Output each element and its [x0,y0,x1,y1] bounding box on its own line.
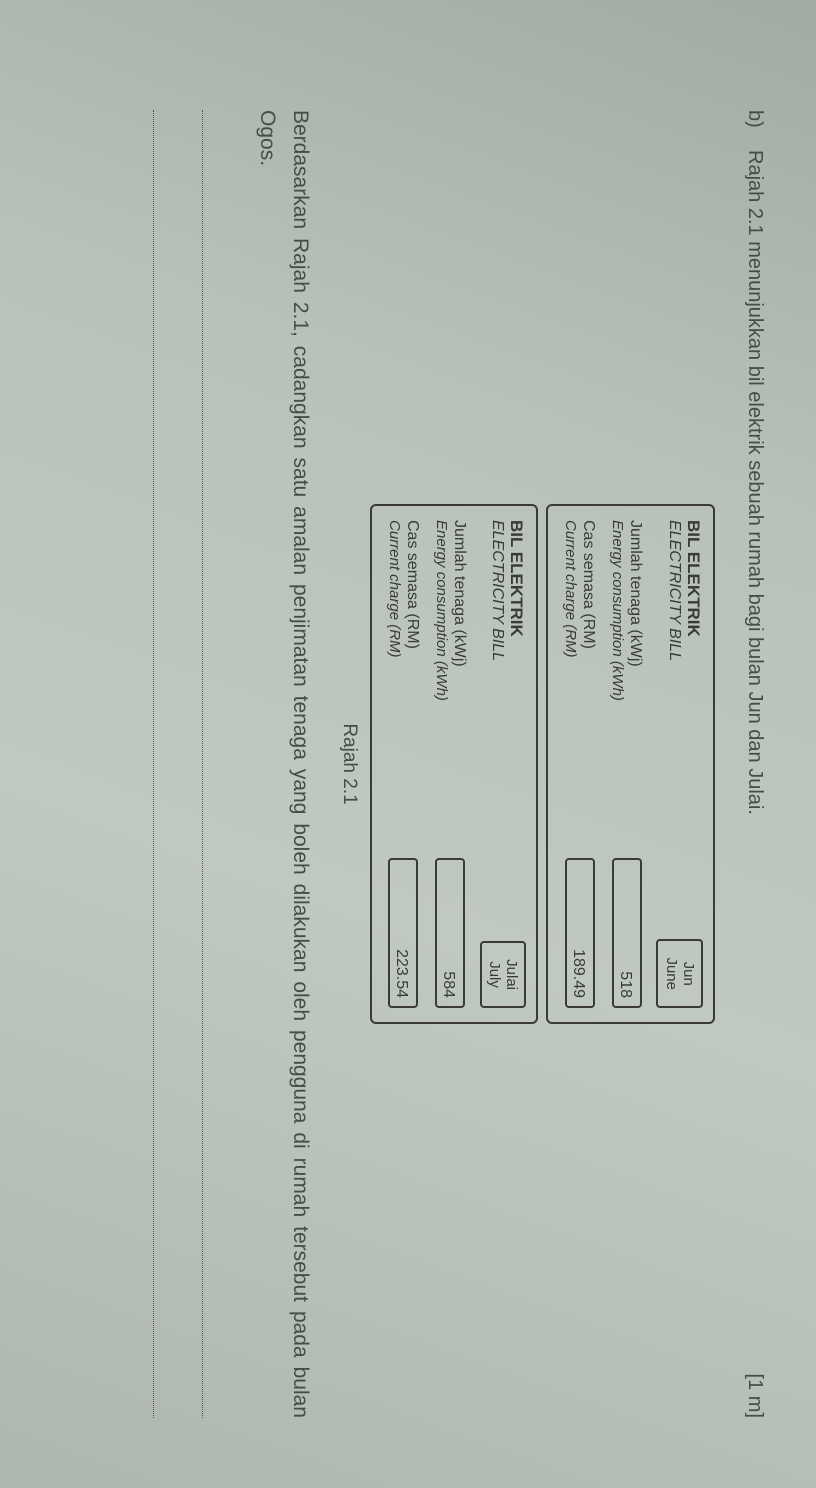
bill-row-energy: Jumlah tenaga (kWj) Energy consumption (… [433,520,468,1008]
answer-line [153,110,184,1418]
mark-allocation: [1 m] [743,1374,766,1418]
row-label-en: Energy consumption (kWh) [610,520,627,701]
month-box: Jun June [657,939,704,1008]
bill-title-ms: BIL ELEKTRIK [507,520,527,661]
answer-line [202,110,233,1418]
question-label: b) [744,110,766,128]
value-box-charge: 189.49 [565,858,595,1008]
month-en: July [486,959,503,990]
row-label-en: Current charge (RM) [386,520,403,658]
row-label-ms: Jumlah tenaga (kWj) [627,520,645,701]
question-text: Rajah 2.1 menunjukkan bil elektrik sebua… [744,150,766,815]
month-en: June [663,957,680,990]
question-left: b) Rajah 2.1 menunjukkan bil elektrik se… [743,110,766,815]
row-label-en: Current charge (RM) [563,520,580,658]
bill-card: BIL ELEKTRIK ELECTRICITY BILL Jun June J… [547,504,716,1024]
bill-title-ms: BIL ELEKTRIK [683,520,703,661]
month-ms: Julai [503,959,520,990]
row-label-ms: Jumlah tenaga (kWj) [450,520,468,701]
bill-title-en: ELECTRICITY BILL [665,520,683,661]
question-body: Berdasarkan Rajah 2.1, cadangkan satu am… [251,110,316,1418]
question-line: b) Rajah 2.1 menunjukkan bil elektrik se… [743,110,766,1418]
row-label-ms: Cas semasa (RM) [580,520,598,658]
bill-title-en: ELECTRICITY BILL [489,520,507,661]
bill-title: BIL ELEKTRIK ELECTRICITY BILL [489,520,527,661]
value-box-energy: 518 [612,858,642,1008]
bill-row-charge: Cas semasa (RM) Current charge (RM) 189.… [563,520,598,1008]
bill-card: BIL ELEKTRIK ELECTRICITY BILL Julai July… [370,504,539,1024]
month-box: Julai July [480,941,527,1008]
bill-title: BIL ELEKTRIK ELECTRICITY BILL [665,520,703,661]
bill-row-energy: Jumlah tenaga (kWj) Energy consumption (… [610,520,645,1008]
figure-caption: Rajah 2.1 [338,110,360,1418]
row-label-ms: Cas semasa (RM) [403,520,421,658]
row-label-en: Energy consumption (kWh) [433,520,450,701]
value-box-energy: 584 [436,858,466,1008]
value-box-charge: 223.54 [389,858,419,1008]
bills-container: BIL ELEKTRIK ELECTRICITY BILL Jun June J… [370,504,715,1024]
month-ms: Jun [680,957,697,990]
bill-row-charge: Cas semasa (RM) Current charge (RM) 223.… [386,520,421,1008]
